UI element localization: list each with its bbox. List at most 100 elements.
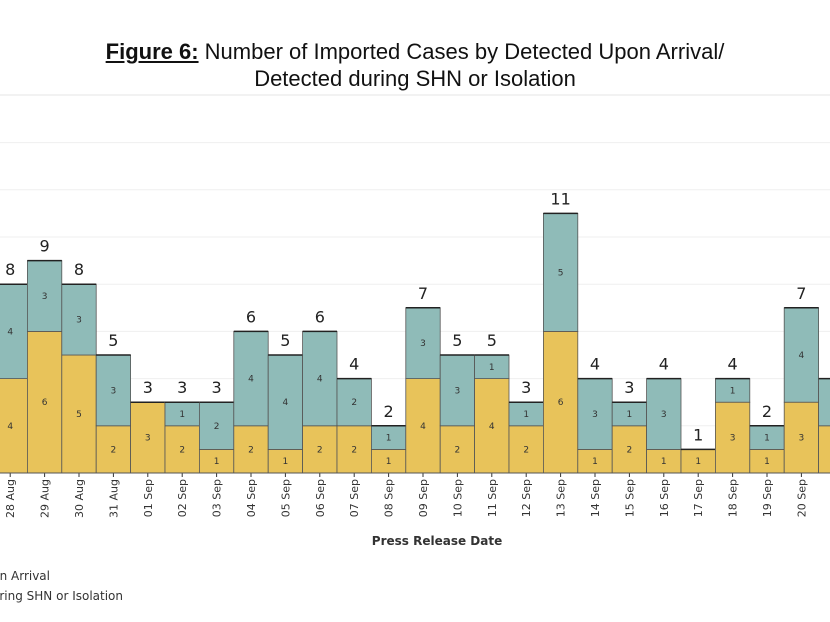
- bar-segment-arrival: [336, 425, 372, 474]
- segment-label: 1: [179, 410, 185, 420]
- total-label: 2: [762, 402, 772, 421]
- total-label: 2: [384, 402, 394, 421]
- x-axis-label: Press Release Date: [372, 534, 502, 548]
- segment-label: 1: [214, 457, 220, 467]
- total-label: 9: [40, 237, 50, 256]
- x-tick-label: 20 Sep: [795, 479, 808, 517]
- x-tick-label: 06 Sep: [314, 479, 327, 517]
- segment-label: 2: [351, 398, 357, 408]
- segment-label: 1: [627, 410, 633, 420]
- bar-segment-shn: [543, 212, 579, 332]
- segment-label: 5: [76, 410, 82, 420]
- title-line-1: Number of Imported Cases by Detected Upo…: [198, 39, 725, 64]
- segment-label: 4: [7, 422, 13, 432]
- segment-label: 3: [592, 410, 598, 420]
- total-label: 6: [315, 307, 325, 326]
- total-label: 5: [487, 331, 497, 350]
- total-label: 4: [590, 355, 600, 374]
- segment-label: 2: [111, 445, 117, 455]
- x-tick-label: 01 Sep: [142, 479, 155, 517]
- total-label: 1: [693, 425, 703, 444]
- segment-label: 1: [661, 457, 667, 467]
- segment-label: 2: [627, 445, 633, 455]
- bar-segment-arrival: [439, 425, 476, 474]
- segment-label: 1: [283, 457, 289, 467]
- segment-label: 3: [455, 386, 461, 396]
- x-tick-label: 14 Sep: [589, 479, 602, 517]
- x-tick-label: 30 Aug: [73, 479, 86, 518]
- bar-segment-arrival: [302, 425, 338, 474]
- segment-label: 2: [248, 445, 254, 455]
- total-label: 4: [659, 355, 669, 374]
- chart-title: Figure 6: Number of Imported Cases by De…: [0, 38, 830, 92]
- segment-label: 4: [489, 422, 495, 432]
- total-label: 6: [246, 307, 256, 326]
- segment-label: 3: [799, 434, 805, 444]
- bar-segment-shn: [646, 378, 682, 450]
- segment-label: 1: [523, 410, 529, 420]
- bar-segment-arrival: [0, 378, 28, 474]
- segment-label: 1: [764, 434, 770, 444]
- total-label: 4: [728, 355, 738, 374]
- segment-label: 1: [386, 434, 392, 444]
- legend-item-arrival: Detected Upon Arrival: [0, 569, 50, 583]
- total-label: 3: [624, 378, 634, 397]
- bar-segment-arrival: [95, 425, 131, 474]
- segment-label: 2: [351, 445, 357, 455]
- total-label: 8: [74, 260, 84, 279]
- segment-label: 4: [317, 375, 323, 385]
- total-label: 3: [143, 378, 153, 397]
- x-tick-label: 09 Sep: [417, 479, 430, 517]
- segment-label: 4: [7, 327, 13, 337]
- segment-label: 1: [489, 363, 495, 373]
- total-label: 5: [280, 331, 290, 350]
- bar-segment-shn: [818, 378, 830, 427]
- segment-label: 5: [558, 268, 564, 278]
- segment-label: 2: [455, 445, 461, 455]
- x-tick-label: 10 Sep: [451, 479, 464, 517]
- bar-segment-shn: [95, 354, 131, 427]
- segment-label: 3: [76, 316, 82, 326]
- segment-label: 1: [386, 457, 392, 467]
- segment-label: 2: [179, 445, 185, 455]
- x-tick-label: 13 Sep: [555, 479, 568, 517]
- segment-label: 4: [420, 422, 426, 432]
- segment-label: 6: [558, 398, 564, 408]
- segment-label: 1: [730, 386, 736, 396]
- figure-label: Figure 6:: [105, 39, 199, 64]
- bar-segment-arrival: [164, 425, 200, 474]
- legend-item-shn: Detected during SHN or Isolation: [0, 589, 123, 603]
- bar-segment-shn: [0, 283, 28, 380]
- segment-label: 4: [248, 375, 254, 385]
- bar-segment-shn: [267, 354, 304, 450]
- segment-label: 3: [730, 434, 736, 444]
- bar-segment-shn: [336, 378, 372, 427]
- segment-label: 2: [523, 445, 529, 455]
- bar-segment-arrival: [233, 425, 269, 474]
- x-tick-label: 18 Sep: [727, 479, 740, 517]
- x-tick-label: 12 Sep: [520, 479, 533, 517]
- x-tick-label: 02 Sep: [176, 479, 189, 517]
- segment-label: 1: [764, 457, 770, 467]
- segment-label: 3: [111, 386, 117, 396]
- x-tick-label: 19 Sep: [761, 479, 774, 517]
- total-label: 3: [177, 378, 187, 397]
- bar-segment-arrival: [818, 425, 830, 474]
- segment-label: 2: [214, 422, 220, 432]
- x-tick-label: 15 Sep: [623, 479, 636, 517]
- total-label: 8: [5, 260, 15, 279]
- segment-label: 3: [145, 434, 151, 444]
- bar-segment-shn: [405, 307, 441, 379]
- segment-label: 1: [592, 457, 598, 467]
- bar-segment-shn: [26, 260, 63, 332]
- x-tick-label: 05 Sep: [279, 479, 292, 517]
- total-label: 5: [452, 331, 462, 350]
- total-label: 3: [212, 378, 222, 397]
- x-tick-label: 03 Sep: [211, 479, 224, 517]
- total-label: 5: [108, 331, 118, 350]
- x-tick-label: 04 Sep: [245, 479, 258, 517]
- total-label: 3: [521, 378, 531, 397]
- segment-label: 4: [799, 351, 805, 361]
- bar-segment-arrival: [130, 401, 166, 474]
